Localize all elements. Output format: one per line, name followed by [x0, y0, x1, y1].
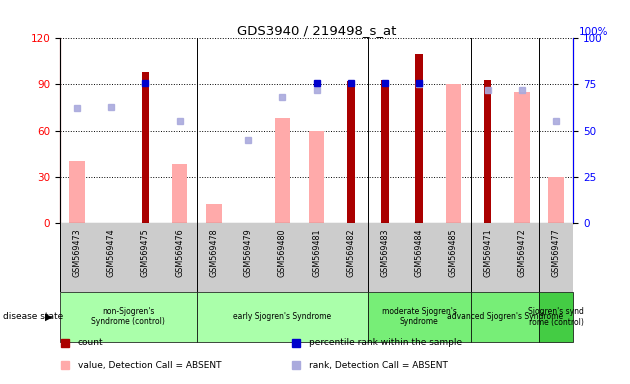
Text: GSM569475: GSM569475	[141, 228, 150, 277]
Text: moderate Sjogren's
Syndrome: moderate Sjogren's Syndrome	[382, 307, 457, 326]
Text: GSM569484: GSM569484	[415, 228, 424, 277]
Text: GSM569471: GSM569471	[483, 228, 492, 277]
FancyBboxPatch shape	[60, 292, 197, 342]
Bar	[69, 161, 84, 223]
Text: disease state: disease state	[3, 312, 64, 321]
Text: GSM569476: GSM569476	[175, 228, 184, 277]
Text: ▶: ▶	[45, 312, 53, 322]
Text: GSM569485: GSM569485	[449, 228, 458, 277]
Bar	[416, 54, 423, 223]
Bar	[446, 84, 461, 223]
Text: GSM569482: GSM569482	[346, 228, 355, 277]
Bar	[549, 177, 564, 223]
Bar	[275, 118, 290, 223]
Bar	[142, 72, 149, 223]
Text: early Sjogren's Syndrome: early Sjogren's Syndrome	[233, 312, 331, 321]
Text: GSM569472: GSM569472	[517, 228, 527, 277]
Text: GSM569479: GSM569479	[244, 228, 253, 277]
Text: GSM569477: GSM569477	[552, 228, 561, 277]
Bar	[514, 92, 530, 223]
FancyBboxPatch shape	[471, 292, 539, 342]
Text: GSM569483: GSM569483	[381, 228, 389, 277]
Text: GSM569481: GSM569481	[312, 228, 321, 277]
Bar	[484, 80, 491, 223]
Text: rank, Detection Call = ABSENT: rank, Detection Call = ABSENT	[309, 361, 448, 370]
Text: non-Sjogren's
Syndrome (control): non-Sjogren's Syndrome (control)	[91, 307, 165, 326]
Text: 100%: 100%	[578, 26, 608, 36]
Text: count: count	[78, 338, 103, 347]
Text: GSM569480: GSM569480	[278, 228, 287, 277]
Bar	[206, 204, 222, 223]
FancyBboxPatch shape	[368, 292, 471, 342]
Title: GDS3940 / 219498_s_at: GDS3940 / 219498_s_at	[237, 24, 396, 37]
Text: percentile rank within the sample: percentile rank within the sample	[309, 338, 462, 347]
Text: advanced Sjogren's Syndrome: advanced Sjogren's Syndrome	[447, 312, 563, 321]
Bar	[347, 81, 355, 223]
Text: Sjogren's synd
rome (control): Sjogren's synd rome (control)	[528, 307, 584, 326]
FancyBboxPatch shape	[539, 292, 573, 342]
Text: GSM569478: GSM569478	[209, 228, 219, 277]
Text: value, Detection Call = ABSENT: value, Detection Call = ABSENT	[78, 361, 221, 370]
Bar	[309, 131, 324, 223]
FancyBboxPatch shape	[197, 292, 368, 342]
Text: GSM569474: GSM569474	[106, 228, 116, 277]
Bar	[172, 164, 187, 223]
Bar	[381, 80, 389, 223]
Text: GSM569473: GSM569473	[72, 228, 81, 277]
